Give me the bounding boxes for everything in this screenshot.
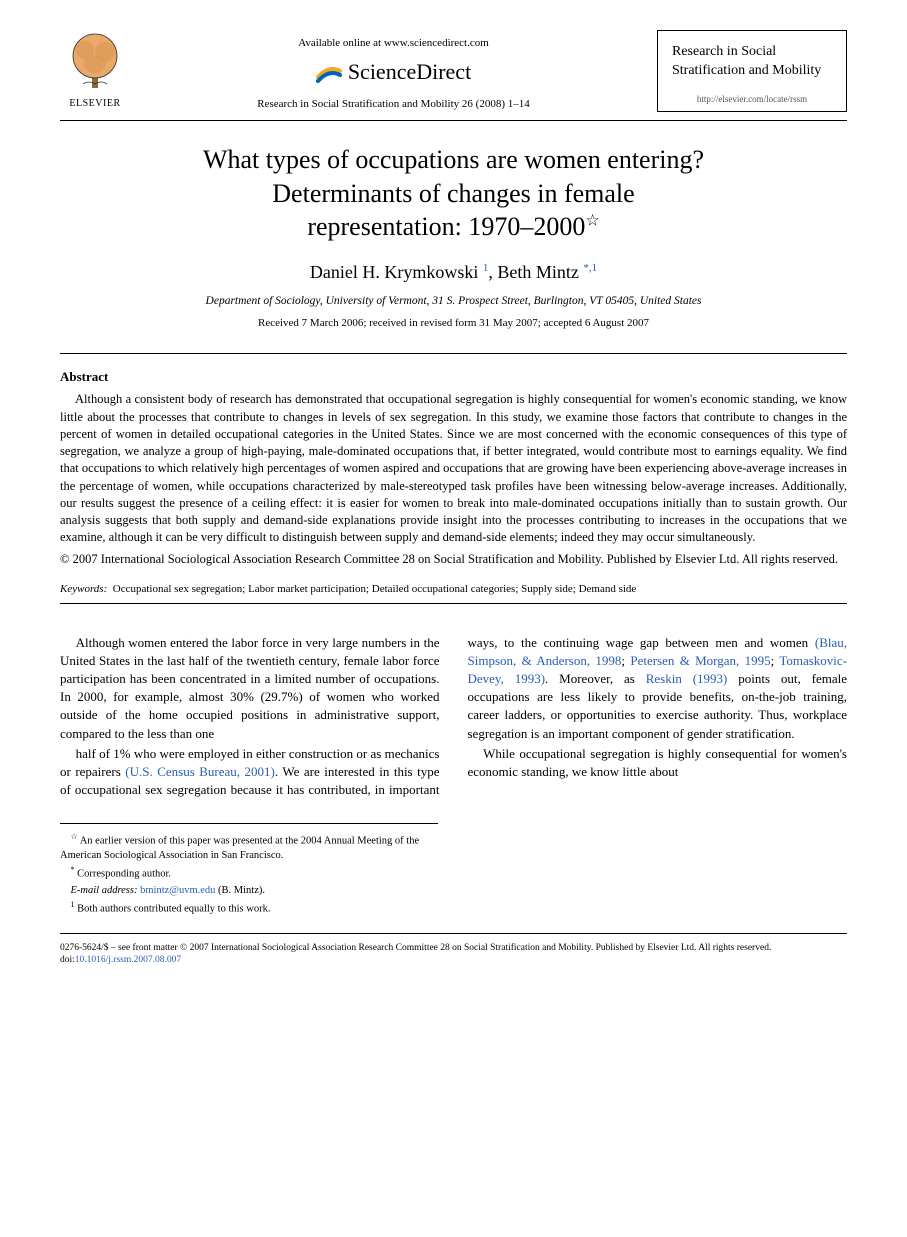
article-title: What types of occupations are women ente… <box>60 143 847 244</box>
citation-link[interactable]: Reskin (1993) <box>646 671 728 686</box>
abstract-body: Although a consistent body of research h… <box>60 391 847 546</box>
publisher-name: ELSEVIER <box>60 97 130 111</box>
abstract-copyright: © 2007 International Sociological Associ… <box>60 551 847 568</box>
title-line-2: Determinants of changes in female <box>272 179 634 208</box>
available-online-text: Available online at www.sciencedirect.co… <box>130 36 657 51</box>
journal-url[interactable]: http://elsevier.com/locate/rssm <box>658 93 846 105</box>
authors: Daniel H. Krymkowski 1, Beth Mintz *,1 <box>60 260 847 284</box>
body-paragraph-1: Although women entered the labor force i… <box>60 634 440 743</box>
citation-link[interactable]: (U.S. Census Bureau, 2001) <box>125 764 275 779</box>
abstract-bottom-rule <box>60 603 847 604</box>
footnote-contribution: 1 Both authors contributed equally to th… <box>60 900 438 917</box>
elsevier-tree-icon <box>69 30 121 90</box>
citation-line: Research in Social Stratification and Mo… <box>130 97 657 112</box>
body-paragraph-3: While occupational segregation is highly… <box>468 745 848 781</box>
sciencedirect-swoosh-icon <box>316 59 342 85</box>
title-line-1: What types of occupations are women ente… <box>203 145 704 174</box>
affiliation: Department of Sociology, University of V… <box>60 294 847 310</box>
author-2-sup[interactable]: *,1 <box>583 262 597 274</box>
header-row: ELSEVIER Available online at www.science… <box>60 30 847 112</box>
article-body: Although women entered the labor force i… <box>60 634 847 800</box>
title-line-3: representation: 1970–2000 <box>307 212 585 241</box>
article-dates: Received 7 March 2006; received in revis… <box>60 316 847 331</box>
sciencedirect-text: ScienceDirect <box>348 57 471 87</box>
keywords-list: Occupational sex segregation; Labor mark… <box>113 583 637 595</box>
front-matter-line: 0276-5624/$ – see front matter © 2007 In… <box>60 942 847 954</box>
page-footer: 0276-5624/$ – see front matter © 2007 In… <box>60 933 847 967</box>
keywords-label: Keywords: <box>60 583 107 595</box>
citation-link[interactable]: Petersen & Morgan, 1995 <box>630 653 770 668</box>
publisher-logo: ELSEVIER <box>60 30 130 110</box>
email-link[interactable]: bmintz@uvm.edu <box>140 885 215 896</box>
title-footnote-star: ☆ <box>585 213 599 230</box>
footnotes: ☆ An earlier version of this paper was p… <box>60 823 438 916</box>
author-2: Beth Mintz <box>497 262 579 282</box>
keywords-line: Keywords: Occupational sex segregation; … <box>60 582 847 597</box>
journal-box: Research in Social Stratification and Mo… <box>657 30 847 112</box>
footnote-star: ☆ An earlier version of this paper was p… <box>60 832 438 863</box>
sciencedirect-logo: ScienceDirect <box>316 57 471 87</box>
author-1: Daniel H. Krymkowski <box>310 262 478 282</box>
abstract-top-rule <box>60 353 847 354</box>
doi-link[interactable]: 10.1016/j.rssm.2007.08.007 <box>75 955 181 965</box>
footnote-email: E-mail address: bmintz@uvm.edu (B. Mintz… <box>60 884 438 898</box>
header-rule <box>60 120 847 121</box>
header-center: Available online at www.sciencedirect.co… <box>130 30 657 111</box>
doi-line: doi:10.1016/j.rssm.2007.08.007 <box>60 954 847 966</box>
footnote-corresponding: * Corresponding author. <box>60 865 438 882</box>
author-sep: , <box>488 262 497 282</box>
journal-title: Research in Social Stratification and Mo… <box>672 43 832 81</box>
abstract-heading: Abstract <box>60 368 847 386</box>
